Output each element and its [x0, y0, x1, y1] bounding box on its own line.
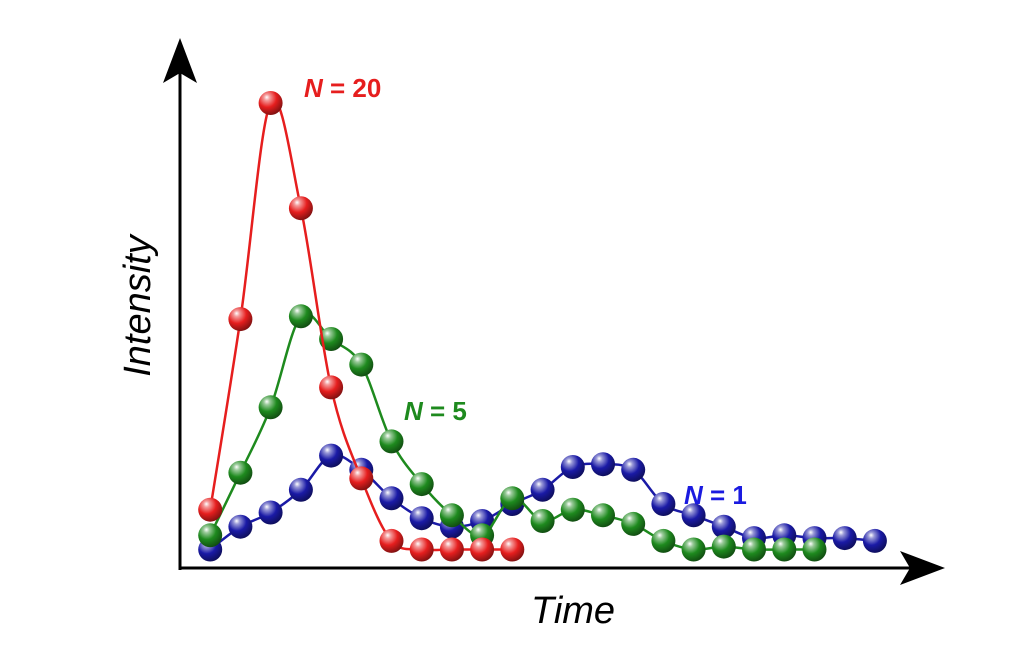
data-point: [349, 352, 374, 377]
data-point: [651, 528, 676, 553]
data-point: [530, 509, 555, 533]
data-point: [319, 443, 344, 468]
series-label-value: = 5: [423, 396, 467, 426]
data-point: [409, 472, 434, 497]
data-point: [288, 196, 313, 221]
series-label-value: = 20: [323, 73, 382, 103]
series-2: [198, 91, 525, 562]
x-axis-title: Time: [531, 590, 615, 632]
data-point: [198, 497, 223, 522]
data-point: [681, 537, 706, 562]
data-point: [530, 477, 555, 502]
data-point: [772, 537, 797, 562]
series-labels: N = 1N = 5N = 20: [304, 73, 747, 510]
data-point: [742, 537, 766, 562]
data-point: [681, 503, 706, 528]
data-point: [439, 537, 464, 562]
data-point: [288, 477, 313, 502]
y-axis-title: Intensity: [117, 233, 159, 377]
data-point: [319, 327, 344, 351]
data-point: [862, 528, 887, 553]
data-point: [198, 523, 223, 548]
x-axis-arrow: [900, 551, 945, 585]
data-point: [258, 91, 283, 115]
axes: [163, 38, 945, 585]
data-point: [439, 503, 464, 528]
data-point: [258, 500, 283, 525]
data-point: [228, 460, 253, 485]
data-point: [802, 537, 827, 562]
data-point: [711, 534, 736, 559]
data-point: [379, 528, 404, 553]
series-label: N = 5: [404, 396, 467, 426]
series-label: N = 20: [304, 73, 381, 103]
data-point: [711, 514, 736, 539]
series-label-value: = 1: [703, 480, 747, 510]
series-label-n: N: [684, 480, 704, 510]
data-point: [651, 492, 676, 516]
data-point: [409, 537, 434, 562]
data-point: [258, 395, 283, 420]
data-point: [591, 452, 615, 477]
series-label-n: N: [404, 396, 424, 426]
data-point: [379, 429, 404, 454]
series-label-n: N: [304, 73, 324, 103]
data-point: [470, 537, 495, 562]
data-point: [500, 486, 525, 511]
y-axis-arrow: [163, 38, 197, 83]
series-label: N = 1: [684, 480, 747, 510]
data-point: [560, 497, 585, 522]
data-point: [832, 526, 857, 551]
data-point: [591, 503, 615, 528]
series-layer: [198, 91, 887, 562]
data-point: [409, 506, 434, 531]
data-point: [228, 307, 253, 332]
data-point: [500, 537, 525, 562]
data-point: [228, 514, 253, 539]
data-point: [319, 375, 344, 400]
data-point: [349, 466, 374, 491]
data-point: [288, 304, 313, 329]
data-point: [560, 455, 585, 479]
data-point: [379, 486, 404, 511]
series-1: [198, 304, 827, 562]
data-point: [621, 457, 646, 482]
data-point: [621, 511, 646, 536]
